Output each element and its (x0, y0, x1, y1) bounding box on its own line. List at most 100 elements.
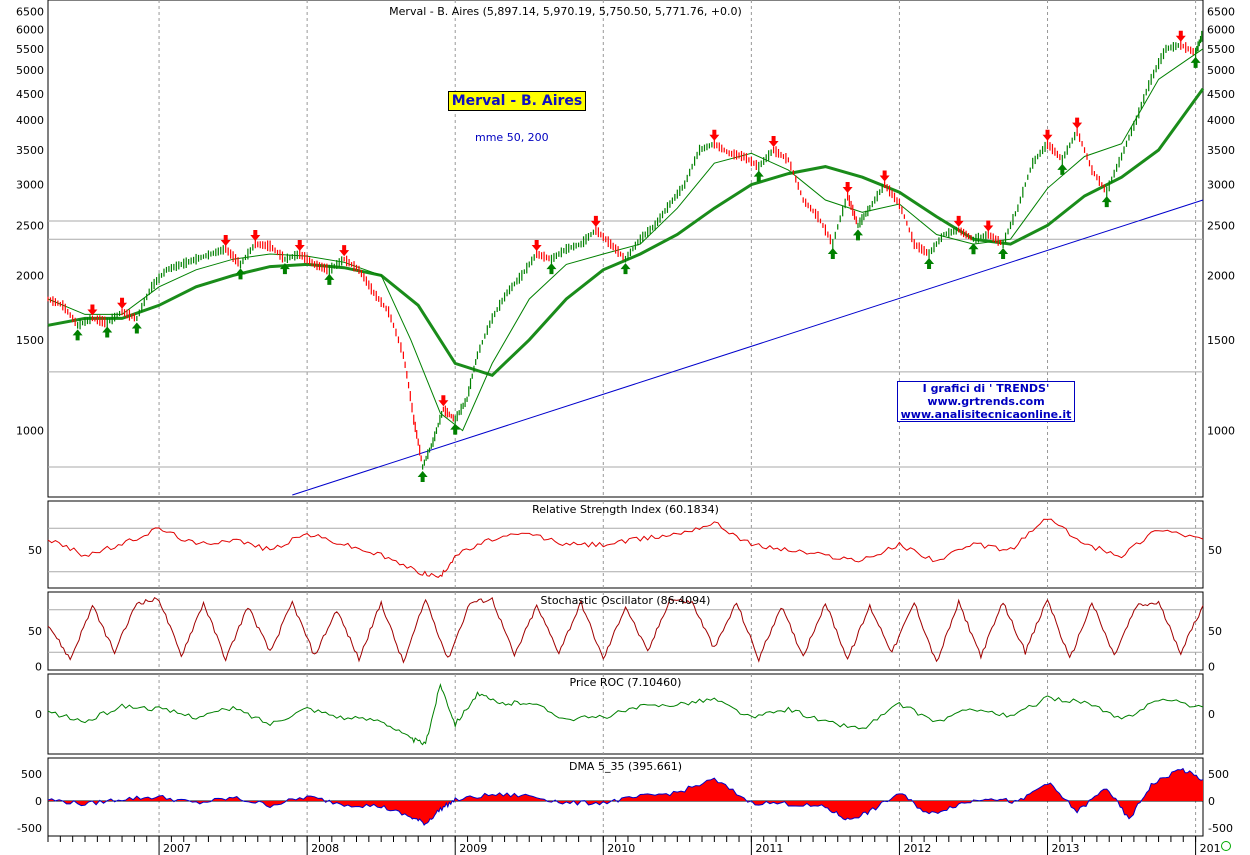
sell-arrow (117, 297, 128, 309)
panel-title: DMA 5_35 (395.661) (569, 760, 682, 773)
buy-arrow (1101, 196, 1112, 208)
panel-frame-1 (47, 500, 1204, 589)
sell-arrow (250, 230, 261, 242)
buy-arrow (827, 248, 838, 260)
x-tick-label: 2011 (755, 842, 783, 855)
y-tick-label-right: 1500 (1207, 334, 1235, 347)
panel-title: Stochastic Oscillator (86.4094) (541, 594, 711, 607)
sub-y-tick-right: 0 (1208, 708, 1215, 721)
x-tick-label: 2008 (311, 842, 339, 855)
buy-arrow (1190, 56, 1201, 68)
y-tick-label-right: 5500 (1207, 43, 1235, 56)
y-tick-label-left: 3000 (16, 179, 44, 192)
indicator-line-1 (47, 518, 1204, 578)
buy-arrow (102, 326, 113, 338)
buy-arrow (131, 322, 142, 334)
y-tick-label-left: 3500 (16, 144, 44, 157)
moving-average-label: mme 50, 200 (475, 131, 549, 144)
y-tick-label-right: 2500 (1207, 219, 1235, 232)
sell-arrow (87, 304, 98, 316)
sell-arrow (339, 245, 350, 257)
sell-arrow (709, 129, 720, 141)
buy-arrow (546, 263, 557, 275)
sub-y-tick-left: -500 (17, 822, 42, 835)
buy-arrow (753, 170, 764, 182)
y-tick-label-right: 3500 (1207, 144, 1235, 157)
ma-200-line (47, 87, 1205, 378)
panel-frame-0 (47, 0, 1204, 498)
sell-arrow (438, 395, 449, 407)
sub-y-tick-left: 50 (28, 544, 42, 557)
buy-arrow (924, 258, 935, 270)
buy-arrow (852, 229, 863, 241)
y-tick-label-right: 6000 (1207, 23, 1235, 36)
sell-arrow (294, 240, 305, 252)
y-tick-label-right: 2000 (1207, 269, 1235, 282)
sell-arrow (1072, 117, 1083, 129)
chart-legend-box: Merval - B. Aires (448, 91, 586, 111)
buy-arrow (998, 248, 1009, 260)
sub-y-tick-right: 0 (1208, 660, 1215, 673)
series-layer (47, 30, 1205, 826)
sell-arrow (590, 215, 601, 227)
buy-arrow (968, 243, 979, 255)
x-tick-label: 2007 (163, 842, 191, 855)
buy-arrow (72, 329, 83, 341)
indicator-line-4 (47, 767, 1204, 826)
y-tick-label-left: 1500 (16, 334, 44, 347)
x-tick-label: 2012 (903, 842, 931, 855)
indicator-line-2 (47, 596, 1204, 664)
sell-arrow (983, 220, 994, 232)
sell-arrow (1042, 129, 1053, 141)
panel-title: Price ROC (7.10460) (570, 676, 682, 689)
y-tick-label-right: 3000 (1207, 179, 1235, 192)
y-tick-label-right: 4500 (1207, 88, 1235, 101)
sub-y-tick-right: -500 (1208, 822, 1233, 835)
y-tick-label-left: 4000 (16, 114, 44, 127)
axis-labels: 2007 2008 2009 2010 2011 2012 2013 201 1000 1000 1… (16, 5, 1235, 855)
y-tick-label-right: 1000 (1207, 425, 1235, 438)
buy-arrow (620, 263, 631, 275)
y-tick-label-right: 5000 (1207, 64, 1235, 77)
credit-line-1: I grafici di ' TRENDS' (922, 382, 1050, 395)
y-tick-label-left: 6000 (16, 23, 44, 36)
y-tick-label-left: 1000 (16, 425, 44, 438)
buy-arrow (235, 268, 246, 280)
panel-title: Relative Strength Index (60.1834) (532, 503, 719, 516)
y-tick-label-left: 2500 (16, 219, 44, 232)
sub-y-tick-left: 0 (35, 708, 42, 721)
y-tick-label-left: 4500 (16, 88, 44, 101)
sub-y-tick-right: 50 (1208, 625, 1222, 638)
sell-arrow (531, 240, 542, 252)
y-tick-label-left: 2000 (16, 269, 44, 282)
y-tick-label-left: 5500 (16, 43, 44, 56)
y-tick-label-left: 6500 (16, 5, 44, 18)
sub-y-tick-right: 0 (1208, 795, 1215, 808)
x-tick-label: 2010 (607, 842, 635, 855)
credit-line-2[interactable]: www.grtrends.com (927, 395, 1045, 408)
y-tick-label-left: 5000 (16, 64, 44, 77)
sub-y-tick-right: 500 (1208, 768, 1229, 781)
sell-arrow (842, 182, 853, 194)
y-tick-label-right: 6500 (1207, 5, 1235, 18)
credit-box[interactable]: I grafici di ' TRENDS' www.grtrends.com … (897, 381, 1075, 422)
sub-y-tick-left: 500 (21, 768, 42, 781)
sell-arrow (953, 215, 964, 227)
sub-y-tick-left: 0 (35, 795, 42, 808)
sell-arrow (1175, 30, 1186, 42)
x-tick-label: 2013 (1052, 842, 1080, 855)
sell-arrow (768, 136, 779, 148)
sub-y-tick-left: 0 (35, 660, 42, 673)
buy-arrow (279, 263, 290, 275)
x-tick-label: 201 (1200, 842, 1221, 855)
buy-arrow (1057, 163, 1068, 175)
credit-line-3[interactable]: www.analisitecnicaonline.it (900, 408, 1072, 421)
buy-arrow (324, 273, 335, 285)
sub-y-tick-left: 50 (28, 625, 42, 638)
x-tick-label: 2009 (459, 842, 487, 855)
indicator-line-3 (47, 682, 1204, 746)
panel-frame-3 (47, 673, 1204, 755)
grid (47, 0, 1203, 855)
y-tick-label-right: 4000 (1207, 114, 1235, 127)
